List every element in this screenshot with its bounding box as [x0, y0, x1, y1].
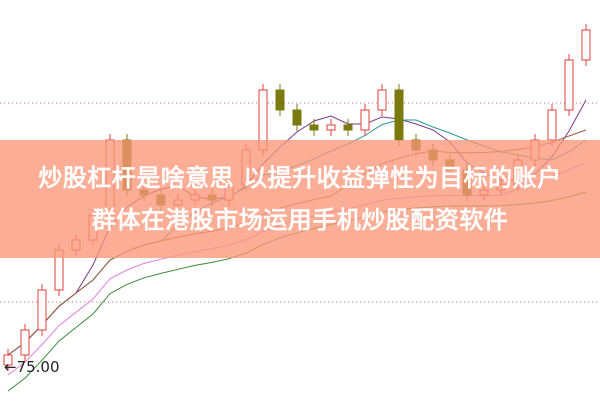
- candle-body: [360, 109, 370, 131]
- candle-body: [309, 124, 319, 131]
- candle-body: [326, 124, 336, 131]
- headline-banner: 炒股杠杆是啥意思 以提升收益弹性为目标的账户 群体在港股市场运用手机炒股配资软件: [0, 140, 600, 258]
- headline-line-2: 群体在港股市场运用手机炒股配资软件: [91, 206, 509, 234]
- candle-body: [275, 89, 285, 111]
- headline-line-1: 炒股杠杆是啥意思 以提升收益弹性为目标的账户: [38, 164, 562, 192]
- candle-body: [343, 124, 353, 131]
- candle-body: [547, 109, 557, 141]
- low-price-label: ←75.00: [4, 358, 60, 376]
- candle-body: [394, 89, 404, 141]
- candle-body: [37, 289, 47, 331]
- candle-body: [3, 354, 13, 366]
- candle-body: [20, 329, 30, 356]
- candle-body: [292, 109, 302, 126]
- candle-body: [581, 29, 591, 61]
- candle-body: [377, 89, 387, 111]
- candle-body: [564, 59, 574, 111]
